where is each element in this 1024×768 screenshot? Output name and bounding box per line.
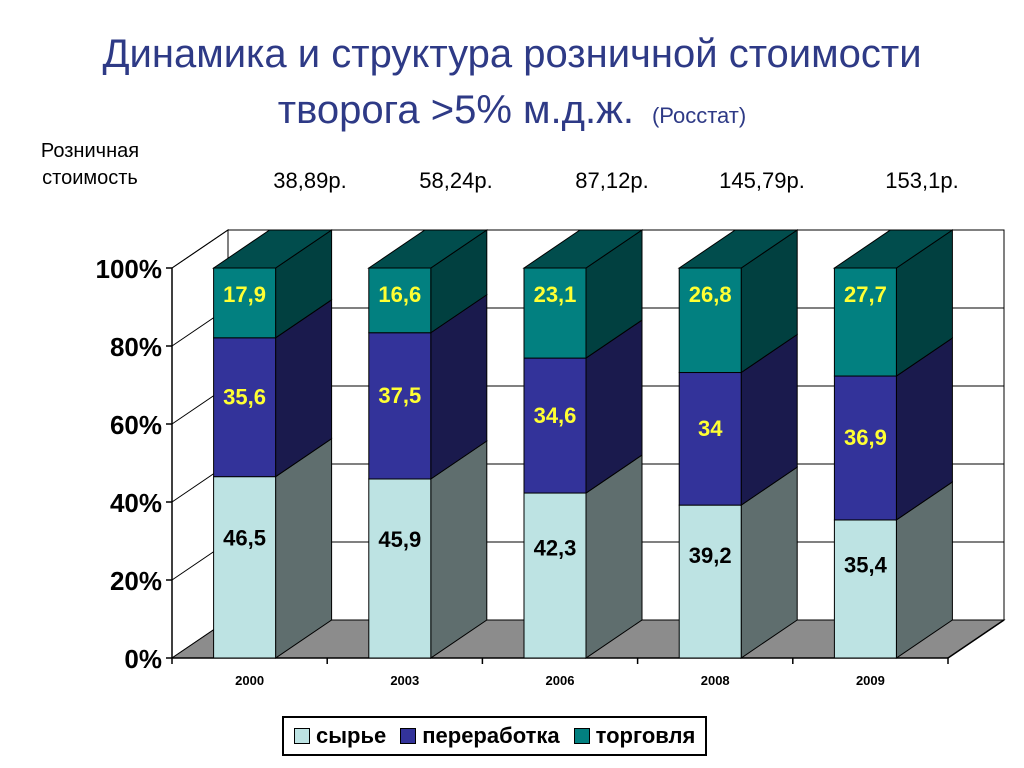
bar-top-face: [367, 229, 489, 269]
bar-raw: [678, 504, 742, 659]
bar-processing: [523, 357, 587, 494]
legend-item-processing: переработка: [400, 723, 560, 749]
price-value-2000: 38,89р.: [273, 168, 347, 193]
legend-label-raw: сырье: [316, 723, 387, 748]
bar-trade: [213, 267, 277, 339]
data-label-trade: 16,6: [378, 282, 421, 307]
data-label-trade: 26,8: [689, 282, 732, 307]
price-value-2008: 145,79р.: [719, 168, 805, 193]
y-tick-label: 40%: [110, 488, 162, 518]
price-value-2003: 58,24р.: [419, 168, 493, 193]
x-axis-depth: [947, 619, 1005, 659]
data-label-processing: 37,5: [378, 383, 421, 408]
bar-group-2009: 35,4 36,9 27,7: [832, 229, 955, 659]
data-label-processing: 34: [698, 416, 723, 441]
bar-trade: [523, 267, 587, 359]
chart-title-source: (Росстат): [651, 103, 747, 128]
data-label-raw: 42,3: [534, 536, 577, 561]
data-label-processing: 36,9: [844, 425, 887, 450]
chart-title-main: творога >5% м.д.ж.: [277, 88, 634, 132]
bar-group-2008: 39,2 34 26,8: [677, 229, 799, 659]
bar-top-face: [832, 229, 955, 269]
data-label-raw: 35,4: [844, 552, 888, 577]
y-tick-label: 20%: [110, 566, 162, 596]
data-label-raw: 45,9: [378, 527, 421, 552]
bar-top-face: [677, 229, 799, 269]
bar-top-face: [211, 229, 334, 269]
bar-raw: [368, 478, 432, 659]
legend-item-trade: торговля: [573, 723, 696, 749]
legend-label-trade: торговля: [595, 723, 696, 748]
bar-group-2003: 45,9 37,5 16,6: [367, 229, 489, 659]
data-label-raw: 39,2: [689, 543, 732, 568]
x-tick-label: 2008: [701, 673, 730, 688]
bar-group-2006: 42,3 34,6 23,1: [522, 229, 644, 659]
chart-title-line2: творога >5% м.д.ж. (Росстат): [0, 86, 1024, 140]
data-label-raw: 46,5: [223, 526, 266, 551]
bar-raw: [833, 519, 897, 659]
chart-legend: сырье переработка торговля: [282, 716, 708, 756]
y-tick-label: 80%: [110, 332, 162, 362]
legend-swatch-trade: [573, 728, 590, 744]
bar-trade: [833, 267, 897, 377]
x-tick-label: 2006: [546, 673, 575, 688]
data-label-trade: 23,1: [534, 282, 577, 307]
x-tick-label: 2000: [235, 673, 264, 688]
price-value-2006: 87,12р.: [575, 168, 649, 193]
y-tick-label: 0%: [124, 644, 162, 674]
data-label-processing: 35,6: [223, 384, 266, 409]
bar-trade: [368, 267, 432, 334]
price-value-2009: 153,1р.: [885, 168, 959, 193]
legend-label-processing: переработка: [422, 723, 560, 748]
chart-title-line1: Динамика и структура розничной стоимости: [102, 32, 922, 76]
legend-swatch-raw: [294, 728, 310, 744]
x-tick-label: 2009: [856, 673, 885, 688]
legend-item-raw: сырье: [294, 723, 386, 749]
price-row-label-line1: Розничная: [40, 140, 140, 162]
bar-raw: [213, 476, 277, 659]
bar-top-face: [522, 229, 644, 269]
price-row-label-line2: стоимость: [42, 167, 138, 189]
y-tick-label: 60%: [110, 410, 162, 440]
bar-group-2000: 46,5 35,6 17,9: [211, 229, 334, 659]
price-row-label: Розничная стоимость: [0, 138, 180, 192]
bar-trade: [678, 267, 742, 374]
bar-raw: [523, 492, 587, 659]
data-label-trade: 27,7: [844, 282, 887, 307]
bar-processing: [368, 332, 432, 480]
legend-swatch-processing: [400, 728, 417, 744]
data-label-trade: 17,9: [223, 282, 266, 307]
x-tick-label: 2003: [390, 673, 419, 688]
bar-processing: [213, 337, 277, 478]
y-tick-label: 100%: [96, 254, 163, 284]
data-label-processing: 34,6: [534, 403, 577, 428]
